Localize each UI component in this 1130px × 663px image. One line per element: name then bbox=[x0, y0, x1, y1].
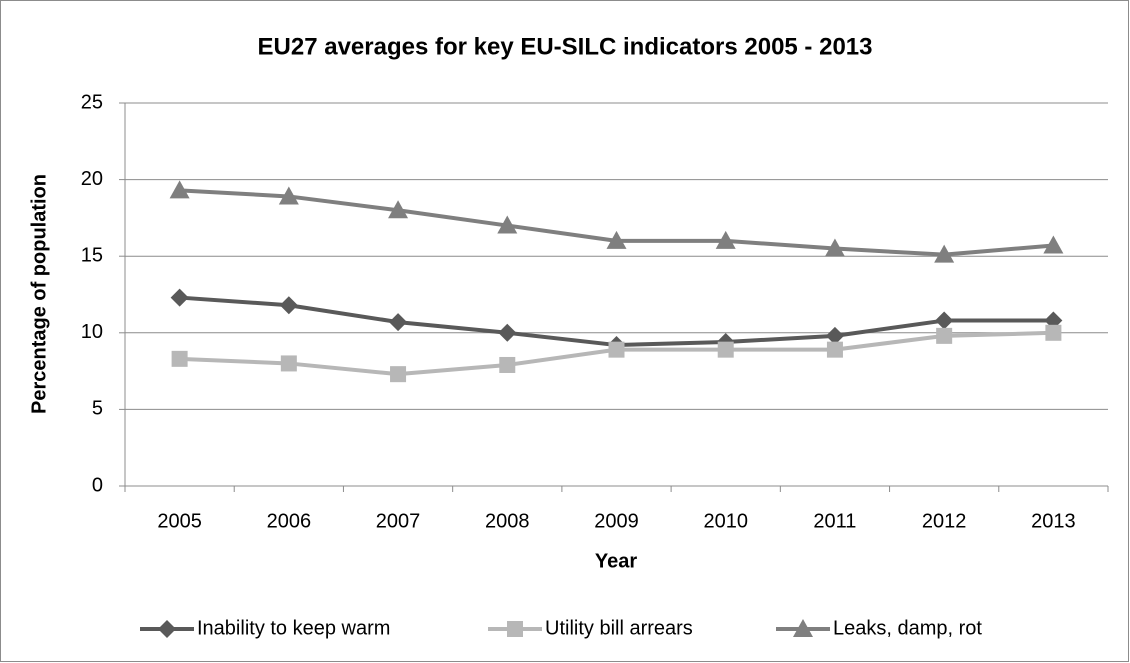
chart-title: EU27 averages for key EU-SILC indicators… bbox=[258, 33, 873, 60]
x-tick-label: 2007 bbox=[376, 510, 421, 532]
data-point bbox=[608, 341, 625, 358]
legend-marker bbox=[793, 619, 813, 637]
data-point bbox=[389, 313, 408, 332]
y-axis-label: Percentage of population bbox=[28, 174, 50, 414]
data-point bbox=[1045, 324, 1062, 341]
data-point bbox=[390, 366, 407, 383]
legend-marker bbox=[507, 621, 523, 637]
y-tick-label: 20 bbox=[81, 168, 103, 190]
x-tick-label: 2010 bbox=[703, 510, 748, 532]
x-tick-label: 2009 bbox=[594, 510, 639, 532]
data-point bbox=[499, 356, 516, 373]
data-point bbox=[825, 326, 844, 345]
data-point bbox=[280, 355, 297, 372]
x-axis-label: Year bbox=[595, 550, 637, 572]
legend-label: Utility bill arrears bbox=[545, 617, 693, 639]
data-point bbox=[717, 341, 734, 358]
x-tick-label: 2005 bbox=[157, 510, 202, 532]
legend-label: Inability to keep warm bbox=[197, 617, 390, 639]
data-point bbox=[936, 327, 953, 344]
y-tick-label: 10 bbox=[81, 321, 103, 343]
data-point bbox=[1043, 235, 1064, 254]
data-point bbox=[279, 296, 298, 315]
data-point bbox=[171, 350, 188, 367]
data-point bbox=[606, 230, 627, 249]
x-tick-label: 2012 bbox=[922, 510, 967, 532]
data-point bbox=[935, 311, 954, 330]
y-tick-label: 5 bbox=[92, 398, 103, 420]
data-point bbox=[826, 341, 843, 358]
data-point bbox=[934, 244, 955, 263]
data-point bbox=[824, 238, 845, 257]
x-tick-label: 2006 bbox=[267, 510, 312, 532]
y-tick-label: 15 bbox=[81, 244, 103, 266]
data-point bbox=[388, 200, 409, 219]
legend-label: Leaks, damp, rot bbox=[833, 617, 982, 639]
data-point bbox=[278, 186, 299, 205]
x-tick-label: 2011 bbox=[813, 510, 856, 532]
legend-marker bbox=[158, 620, 176, 638]
x-tick-label: 2013 bbox=[1031, 510, 1076, 532]
data-point bbox=[169, 180, 190, 199]
y-tick-label: 25 bbox=[81, 91, 103, 113]
data-point bbox=[498, 323, 517, 342]
data-point bbox=[715, 230, 736, 249]
data-point bbox=[497, 215, 518, 234]
x-tick-label: 2008 bbox=[485, 510, 530, 532]
y-tick-label: 0 bbox=[92, 474, 103, 496]
data-point bbox=[170, 288, 189, 307]
